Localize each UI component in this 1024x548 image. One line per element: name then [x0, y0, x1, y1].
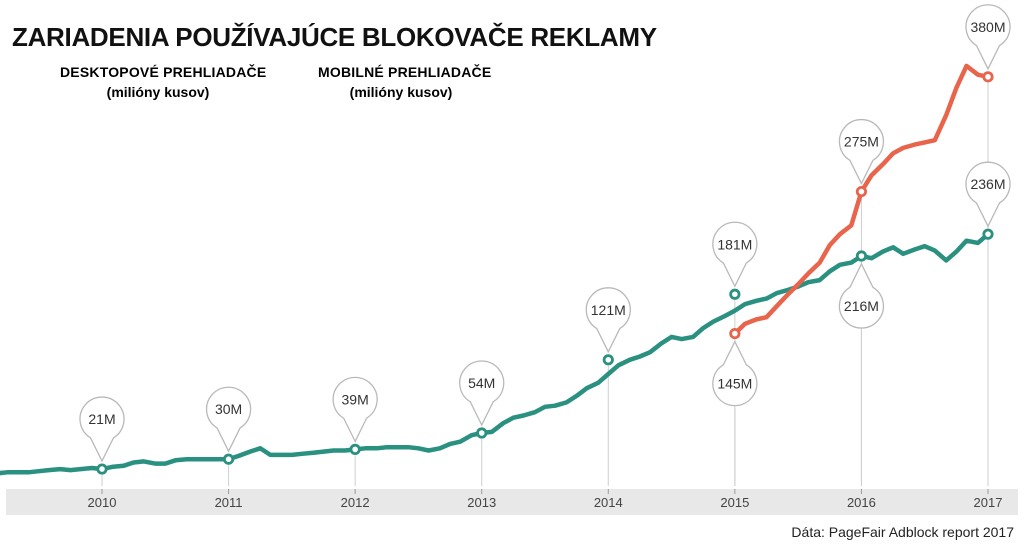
chart-title: ZARIADENIA POUŽÍVAJÚCE BLOKOVAČE REKLAMY: [12, 22, 657, 52]
x-tick-label: 2015: [720, 495, 749, 510]
legend-desktop: DESKTOPOVÉ PREHLIADAČE (milióny kusov): [60, 62, 267, 102]
x-tick-label: 2017: [974, 495, 1003, 510]
x-tick-label: 2011: [215, 495, 243, 510]
callout-bubble: [965, 161, 1011, 228]
x-tick-label: 2013: [467, 495, 496, 510]
callout-bubble: [585, 287, 631, 354]
callout-bubble: [332, 376, 378, 443]
callout-label: 216M: [844, 298, 879, 314]
callout-bubble: [205, 386, 252, 453]
callout-label: 236M: [970, 176, 1005, 192]
data-point-marker: [96, 463, 108, 475]
callout-label: 30M: [215, 401, 242, 417]
data-point-marker: [855, 185, 868, 198]
data-point-marker: [729, 288, 741, 300]
x-tick-label: 2010: [88, 495, 117, 510]
legend-mobile-name: MOBILNÉ PREHLIADAČE: [318, 64, 492, 80]
callout-bubble: [459, 360, 505, 427]
data-point-marker: [349, 443, 361, 455]
x-tick-label: 2012: [341, 495, 370, 510]
callout-bubble: [838, 118, 885, 186]
callout: 236M: [965, 161, 1011, 486]
data-point-marker: [222, 453, 235, 465]
legend-desktop-name: DESKTOPOVÉ PREHLIADAČE: [60, 64, 267, 80]
legend-desktop-unit: (milióny kusov): [106, 84, 210, 100]
data-point-marker: [476, 427, 488, 439]
callouts: 21M 30M 39M 54M 121M 181M 145M 275M 216M 380M 236M: [79, 4, 1011, 486]
callout-bubble: [712, 340, 758, 407]
callout: 121M: [585, 287, 631, 486]
x-tick-label: 2014: [594, 495, 623, 510]
x-tick-label: 2016: [847, 495, 876, 510]
source-note: Dáta: PageFair Adblock report 2017: [791, 524, 1014, 540]
callout-label: 145M: [717, 376, 752, 392]
data-point-marker: [982, 71, 994, 83]
legend-mobile: MOBILNÉ PREHLIADAČE (milióny kusov): [318, 62, 492, 102]
desktop-series-line: [0, 231, 991, 476]
callout: 21M: [79, 396, 125, 486]
data-point-marker: [982, 228, 994, 240]
callout-bubble: [965, 4, 1011, 71]
data-point-marker: [855, 250, 868, 262]
callout-bubble: [79, 396, 125, 463]
callout-bubble: [712, 221, 758, 288]
callout-label: 54M: [468, 375, 495, 391]
callout: 39M: [332, 376, 378, 486]
x-axis-band: [6, 489, 1018, 515]
callout-label: 181M: [717, 236, 752, 252]
callout: 145M: [712, 340, 758, 486]
callout-label: 380M: [970, 19, 1005, 35]
callout: 216M: [838, 262, 885, 486]
callout-label: 21M: [88, 411, 115, 427]
data-point-marker: [729, 327, 741, 340]
callout-label: 275M: [844, 134, 879, 150]
legend-mobile-unit: (milióny kusov): [349, 84, 453, 100]
callout-bubble: [838, 262, 885, 329]
callout: 30M: [205, 386, 252, 486]
callout: 54M: [459, 360, 505, 486]
callout-label: 121M: [591, 302, 626, 318]
callout-label: 39M: [342, 391, 369, 407]
data-point-marker: [602, 354, 614, 366]
